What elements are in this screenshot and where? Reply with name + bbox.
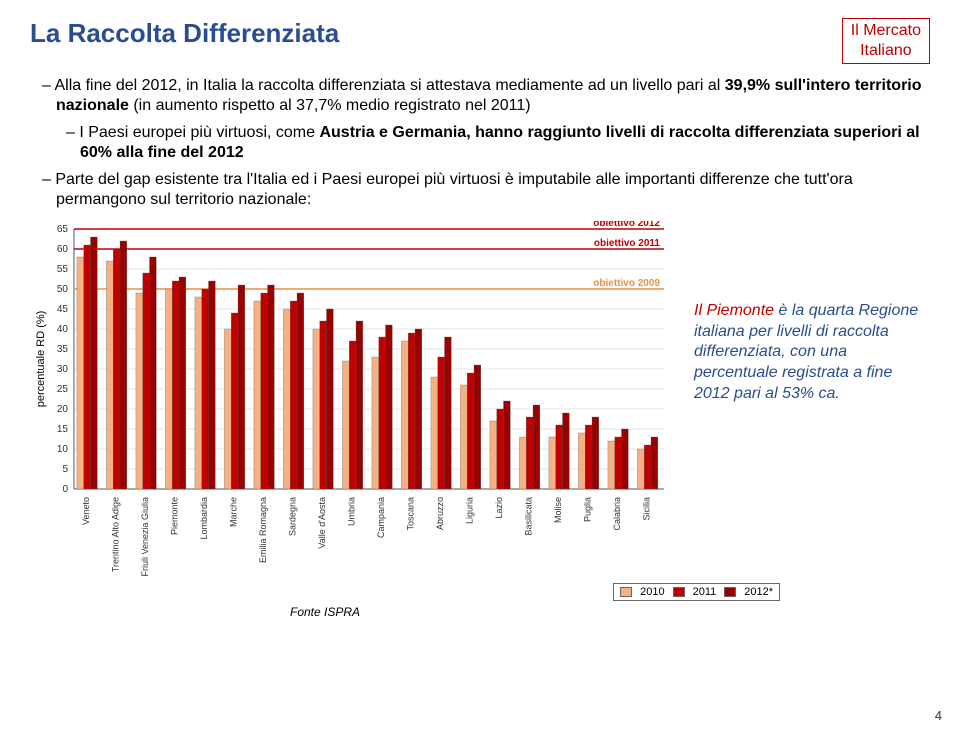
svg-text:percentuale RD (%): percentuale RD (%)	[35, 311, 47, 408]
p1-a: Alla fine del 2012, in Italia la raccolt…	[54, 77, 724, 94]
svg-text:Trentino Alto Adige: Trentino Alto Adige	[110, 497, 120, 572]
p2-a: I Paesi europei più virtuosi, come	[79, 124, 319, 141]
corner-line1: Il Mercato	[851, 22, 921, 39]
svg-text:Marche: Marche	[228, 497, 238, 527]
corner-line2: Italiano	[860, 42, 912, 59]
svg-text:15: 15	[57, 424, 69, 435]
svg-text:Puglia: Puglia	[582, 497, 592, 522]
svg-text:Friuli Venezia Giulia: Friuli Venezia Giulia	[140, 497, 150, 577]
svg-text:55: 55	[57, 264, 69, 275]
page-title: La Raccolta Differenziata	[30, 18, 339, 49]
bullet-2: Parte del gap esistente tra l'Italia ed …	[42, 170, 930, 211]
legend-label: 2012*	[744, 586, 773, 598]
svg-text:Piemonte: Piemonte	[169, 497, 179, 535]
svg-text:Liguria: Liguria	[464, 497, 474, 524]
p3: Parte del gap esistente tra l'Italia ed …	[55, 171, 852, 208]
bullet-1a: I Paesi europei più virtuosi, come Austr…	[66, 123, 930, 164]
svg-text:5: 5	[62, 464, 68, 475]
svg-text:Toscana: Toscana	[405, 497, 415, 531]
svg-text:Campania: Campania	[376, 497, 386, 538]
legend-swatch	[673, 587, 685, 597]
legend-label: 2011	[693, 586, 717, 598]
svg-text:Lazio: Lazio	[494, 497, 504, 519]
svg-text:Basilicata: Basilicata	[523, 497, 533, 536]
chart-legend: 2010 2011 2012*	[613, 583, 780, 601]
svg-text:45: 45	[57, 304, 69, 315]
bullet-1: Alla fine del 2012, in Italia la raccolt…	[42, 76, 930, 117]
svg-text:Emilia Romagna: Emilia Romagna	[258, 497, 268, 563]
svg-text:Veneto: Veneto	[81, 497, 91, 525]
page-number: 4	[935, 708, 942, 723]
svg-text:40: 40	[57, 324, 69, 335]
svg-text:Lombardia: Lombardia	[199, 497, 209, 540]
legend-swatch	[724, 587, 736, 597]
corner-label: Il Mercato Italiano	[842, 18, 930, 64]
chart: 0 5 10 15 20 25 30 35 40 45 50 55 60 65 obiettivo 2012…	[30, 221, 680, 601]
svg-text:Sardegna: Sardegna	[287, 497, 297, 536]
svg-text:10: 10	[57, 444, 69, 455]
legend-swatch	[620, 587, 632, 597]
svg-text:60: 60	[57, 244, 69, 255]
side-note: Il Piemonte è la quarta Regione italiana…	[694, 301, 924, 405]
svg-text:obiettivo 2011: obiettivo 2011	[594, 238, 661, 249]
svg-text:obiettivo 2009: obiettivo 2009	[593, 278, 660, 289]
svg-text:Calabria: Calabria	[612, 497, 622, 531]
svg-text:30: 30	[57, 364, 69, 375]
svg-text:65: 65	[57, 224, 69, 235]
svg-text:Sicilia: Sicilia	[641, 497, 651, 521]
svg-text:50: 50	[57, 284, 69, 295]
p1-c: (in aumento rispetto al 37,7% medio regi…	[129, 97, 531, 114]
legend-label: 2010	[640, 586, 664, 598]
svg-text:25: 25	[57, 384, 69, 395]
svg-text:Valle d'Aosta: Valle d'Aosta	[317, 497, 327, 549]
svg-text:obiettivo 2012: obiettivo 2012	[593, 221, 660, 229]
svg-text:20: 20	[57, 404, 69, 415]
svg-text:0: 0	[62, 484, 68, 495]
svg-text:Abruzzo: Abruzzo	[435, 497, 445, 530]
chart-source: Fonte ISPRA	[290, 605, 930, 619]
svg-text:Molise: Molise	[553, 497, 563, 523]
body-text: Alla fine del 2012, in Italia la raccolt…	[30, 76, 930, 211]
svg-text:Umbria: Umbria	[346, 497, 356, 526]
svg-text:35: 35	[57, 344, 69, 355]
